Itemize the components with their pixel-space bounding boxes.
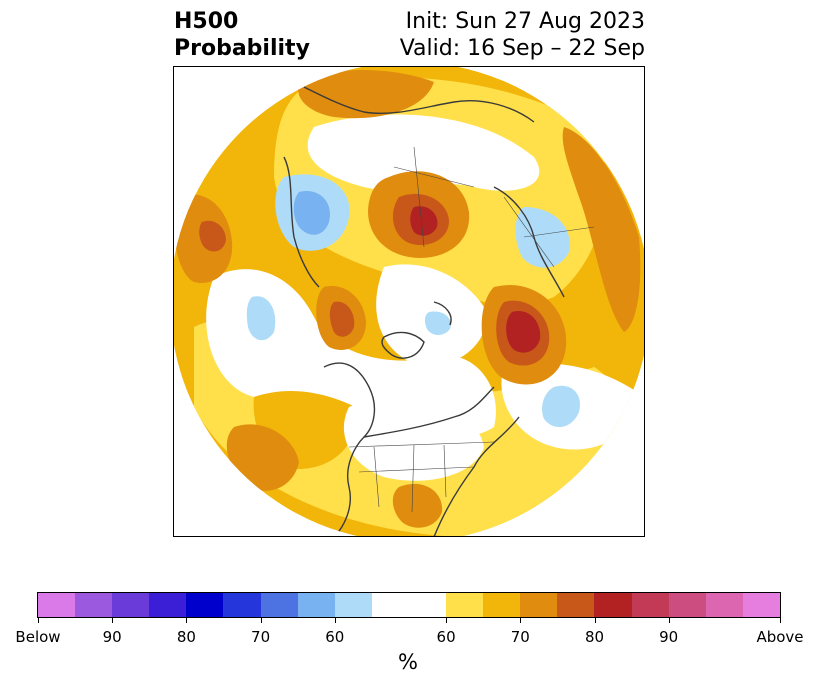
colorbar-segment (483, 593, 521, 617)
above-normal-area-7 (226, 424, 299, 491)
above-normal-area-6 (562, 127, 641, 332)
above-normal-area-8 (392, 483, 443, 528)
colorbar-segment (112, 593, 150, 617)
colorbar-tick-label: 80 (584, 628, 605, 646)
colorbar-segment (371, 593, 447, 617)
colorbar-tick-mark (446, 618, 448, 623)
political-borders (348, 146, 595, 513)
valid-dates: Valid: 16 Sep – 22 Sep (399, 36, 645, 61)
colorbar-segment (668, 593, 706, 617)
above-normal-area-4-core (199, 220, 226, 252)
above-normal-area-1-core (410, 206, 438, 236)
colorbar-segment (742, 593, 780, 617)
chart-title: H500 Probability (174, 8, 310, 62)
colorbar-tick-label: 70 (510, 628, 530, 646)
neutral-area-center (206, 269, 496, 438)
colorbar-tick-mark (186, 618, 188, 623)
above-normal-area-5 (298, 70, 434, 119)
below-normal-area-3 (246, 296, 276, 341)
colorbar-tick-label: 90 (659, 628, 679, 646)
colorbar-tick-label: Below (15, 628, 61, 646)
map-svg (174, 67, 644, 536)
colorbar-tick-mark (668, 618, 670, 623)
colorbar-segment (186, 593, 224, 617)
polar-map (173, 66, 645, 537)
colorbar-tick-mark (260, 618, 262, 623)
below-normal-area-5 (424, 311, 451, 335)
colorbar-segment (297, 593, 335, 617)
colorbar-segment (557, 593, 595, 617)
colorbar-tick-mark (594, 618, 596, 623)
forecast-dates: Init: Sun 27 Aug 2023 Valid: 16 Sep – 22… (400, 8, 645, 62)
colorbar-segment (223, 593, 261, 617)
colorbar-segment (334, 593, 372, 617)
title-line-1: H500 (174, 9, 239, 34)
colorbar-segment (260, 593, 298, 617)
above-normal-area-2-core (506, 311, 541, 353)
colorbar-tick-mark (112, 618, 114, 623)
colorbar-segment (631, 593, 669, 617)
below-normal-area-1-core (293, 191, 330, 235)
colorbar-tick-label: Above (756, 628, 804, 646)
colorbar-segment (38, 593, 76, 617)
colorbar-segment (520, 593, 558, 617)
colorbar-tick-label: 80 (176, 628, 196, 646)
colorbar-tick-label: 90 (102, 628, 122, 646)
colorbar-segment (705, 593, 743, 617)
colorbar-tick-label: 60 (436, 628, 456, 646)
colorbar-segment (446, 593, 484, 617)
colorbar (37, 592, 781, 618)
colorbar-segment (149, 593, 187, 617)
above-normal-area-3-core (329, 301, 355, 337)
init-date: Init: Sun 27 Aug 2023 (405, 9, 645, 34)
colorbar-tick-mark (334, 618, 336, 623)
colorbar-tick-label: 60 (325, 628, 345, 646)
below-normal-area-4 (542, 385, 580, 428)
colorbar-tick-mark (780, 618, 781, 623)
colorbar-tick-label: 70 (251, 628, 271, 646)
colorbar-tick-mark (38, 618, 39, 623)
colorbar-unit: % (398, 650, 418, 674)
neutral-area-north (307, 114, 540, 191)
colorbar-segment (594, 593, 632, 617)
title-line-2: Probability (174, 36, 310, 61)
colorbar-tick-mark (520, 618, 522, 623)
colorbar-segment (75, 593, 113, 617)
